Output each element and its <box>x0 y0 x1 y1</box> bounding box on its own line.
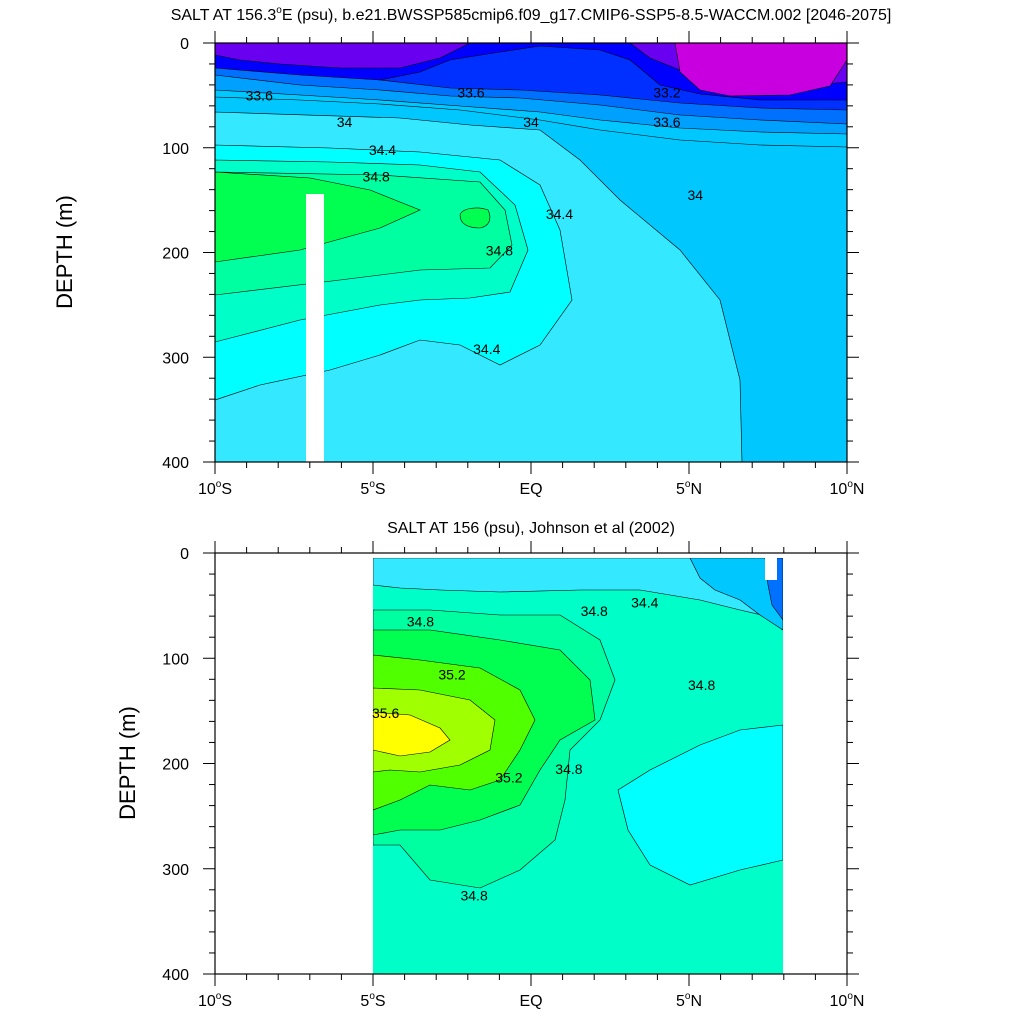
contour-label: 33.2 <box>653 84 680 100</box>
x-tick-label: EQ <box>519 993 542 1010</box>
contour-label: 34 <box>523 114 539 130</box>
contour-label: 34.8 <box>688 677 715 693</box>
contour-label: 34.8 <box>486 243 513 259</box>
bottom-fill-34.6-core <box>617 724 783 886</box>
top-axis-ticks <box>203 31 859 474</box>
contour-label: 35.2 <box>438 666 465 682</box>
y-tick-label: 200 <box>162 246 189 263</box>
bottom-fill-34.4-top <box>689 558 783 631</box>
y-tick-label: 200 <box>162 757 189 774</box>
top-fill-35.0-blob <box>459 207 491 229</box>
x-tick-label: 5oN <box>676 991 702 1010</box>
contour-label: 34.8 <box>363 168 390 184</box>
x-tick-label: 10oS <box>198 479 232 498</box>
contour-label: 34.8 <box>555 761 582 777</box>
contour-label: 34.8 <box>407 614 434 630</box>
contour-label: 34.4 <box>546 206 573 222</box>
contour-label: 34.8 <box>581 603 608 619</box>
bottom-title: SALT AT 156 (psu), Johnson et al (2002) <box>387 520 675 537</box>
top-y-tick-labels: 0 100 200 300 400 <box>162 36 189 472</box>
x-tick-label: 10oN <box>830 479 865 498</box>
top-fill-33.0-east <box>674 43 847 97</box>
top-title: SALT AT 156.3oE (psu), b.e21.BWSSP585cmi… <box>171 5 892 24</box>
contour-label: 34 <box>337 114 353 130</box>
contour-label: 35.6 <box>372 705 399 721</box>
bottom-fill-34.6-top <box>373 558 783 621</box>
contour-label: 34.4 <box>473 341 500 357</box>
top-panel: SALT AT 156.3oE (psu), b.e21.BWSSP585cmi… <box>52 5 891 498</box>
contour-label: 33.6 <box>653 114 680 130</box>
top-contour-field <box>215 43 847 462</box>
top-masked-column <box>306 194 324 462</box>
top-fill-33.2-west <box>215 43 471 69</box>
contour-label: 33.6 <box>457 84 484 100</box>
bottom-x-tick-labels: 10oS 5oS EQ 5oN 10oN <box>198 991 864 1010</box>
bottom-contour-labels: 34.8 35.2 35.6 35.2 34.8 34.4 34.8 34.8 34.8 <box>372 595 715 904</box>
contour-label: 33.6 <box>246 88 273 104</box>
bottom-y-tick-labels: 0 100 200 300 400 <box>162 546 189 984</box>
y-tick-label: 0 <box>180 546 189 563</box>
y-tick-label: 300 <box>162 862 189 879</box>
x-tick-label: EQ <box>519 481 542 498</box>
y-tick-label: 100 <box>162 651 189 668</box>
x-tick-label: 10oS <box>198 991 232 1010</box>
contour-label: 34 <box>688 187 704 203</box>
y-tick-label: 300 <box>162 350 189 367</box>
x-tick-label: 5oN <box>676 479 702 498</box>
top-contour-labels: 33.6 33.6 33.2 34 34 33.6 34.4 34.8 34.4 34 34.8 34… <box>246 84 704 357</box>
bottom-y-axis-label: DEPTH (m) <box>115 706 140 820</box>
bottom-panel: SALT AT 156 (psu), Johnson et al (2002) … <box>115 520 864 1010</box>
contour-label: 34.8 <box>460 887 487 903</box>
contour-label: 34.4 <box>369 142 396 158</box>
bottom-masked-notch <box>765 558 777 580</box>
x-tick-label: 10oN <box>830 991 865 1010</box>
bottom-contour-field <box>373 558 783 974</box>
y-tick-label: 400 <box>162 967 189 984</box>
contour-label: 35.2 <box>495 769 522 785</box>
y-tick-label: 100 <box>162 141 189 158</box>
x-tick-label: 5oS <box>360 991 385 1010</box>
y-tick-label: 0 <box>180 36 189 53</box>
bottom-fill-35.7 <box>373 711 451 757</box>
y-tick-label: 400 <box>162 455 189 472</box>
contour-label: 34.4 <box>631 595 658 611</box>
top-y-axis-label: DEPTH (m) <box>52 195 77 309</box>
top-x-tick-labels: 10oS 5oS EQ 5oN 10oN <box>198 479 864 498</box>
x-tick-label: 5oS <box>360 479 385 498</box>
bottom-axis-ticks <box>203 541 859 986</box>
